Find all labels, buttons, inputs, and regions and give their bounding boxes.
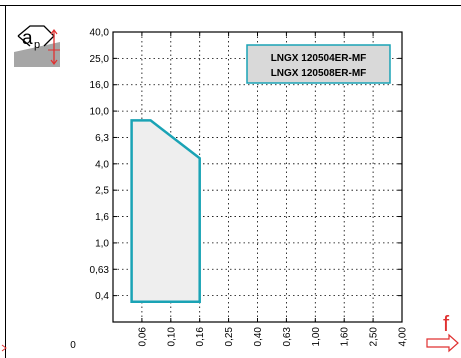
y-tick-label: 4,0 [95,159,109,170]
y-tick-label: 16,0 [90,80,110,91]
y-tick-label: 6,3 [95,133,109,144]
feed-arrow-icon: f [426,311,459,353]
x-tick-label: 4,00 [398,327,409,347]
x-tick-label: 0,10 [166,327,177,347]
y-tick-label: 0,4 [95,291,109,302]
operating-region [130,119,201,304]
f-label: f [443,311,450,336]
y-tick-label: 10,0 [90,107,110,118]
plot-area [112,31,403,323]
legend: LNGX 120504ER-MF LNGX 120508ER-MF [246,44,391,84]
x-tick-label: 0,63 [282,327,293,347]
left-red-mark [1,344,7,352]
grid [113,31,402,322]
y-tick-label: 2,5 [95,186,109,197]
x-tick-label: 0 [70,340,76,351]
x-tick-label: 1,00 [311,327,322,347]
legend-entry-1: LNGX 120504ER-MF [271,53,367,64]
x-tick-label: 0,06 [137,327,148,347]
legend-box [246,44,391,84]
x-tick-label: 0,16 [195,327,206,347]
x-tick-label: 0,25 [224,327,235,347]
x-tick-label: 1,60 [340,327,351,347]
y-axis-ticks: 40,0 25,0 16,0 10,0 6,3 4,0 2,5 1,6 1,0 0,63 0,4 [90,28,110,303]
y-tick-label: 1,0 [95,238,109,249]
y-tick-label: 0,63 [90,265,110,276]
x-tick-label: 2,50 [369,327,380,347]
y-tick-label: 25,0 [90,54,110,65]
ap-label-sub: p [34,39,40,51]
x-axis-ticks: 0 0,06 0,10 0,16 0,25 0,40 0,63 1,00 1,60 2,50 4,0… [70,327,408,351]
legend-entry-2: LNGX 120508ER-MF [271,68,367,79]
x-tick-label: 0,40 [253,327,264,347]
plot-frame [112,31,403,323]
depth-of-cut-icon: a p [14,25,60,67]
y-tick-label: 1,6 [95,212,109,223]
y-tick-label: 40,0 [90,28,110,39]
ap-label: a [22,28,33,49]
